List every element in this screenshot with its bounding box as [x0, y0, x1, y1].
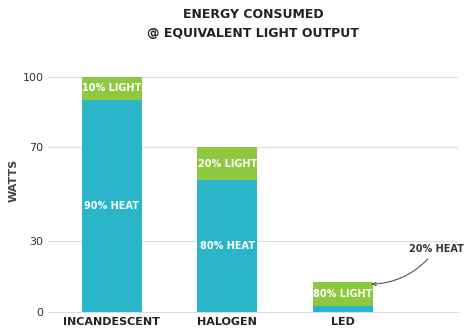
Bar — [312, 306, 373, 312]
Bar — [312, 282, 373, 306]
Bar — [197, 180, 257, 312]
Bar — [82, 77, 142, 100]
Text: 90% HEAT: 90% HEAT — [84, 201, 139, 211]
Text: 80% LIGHT: 80% LIGHT — [313, 289, 372, 299]
Bar — [82, 100, 142, 312]
Text: 20% HEAT: 20% HEAT — [372, 244, 464, 285]
Bar — [197, 147, 257, 180]
Text: 10% LIGHT: 10% LIGHT — [82, 83, 141, 93]
Text: 80% HEAT: 80% HEAT — [200, 241, 255, 251]
Y-axis label: WATTS: WATTS — [9, 158, 18, 202]
Text: 20% LIGHT: 20% LIGHT — [198, 159, 257, 169]
Title: ENERGY CONSUMED
@ EQUIVALENT LIGHT OUTPUT: ENERGY CONSUMED @ EQUIVALENT LIGHT OUTPU… — [147, 8, 359, 40]
